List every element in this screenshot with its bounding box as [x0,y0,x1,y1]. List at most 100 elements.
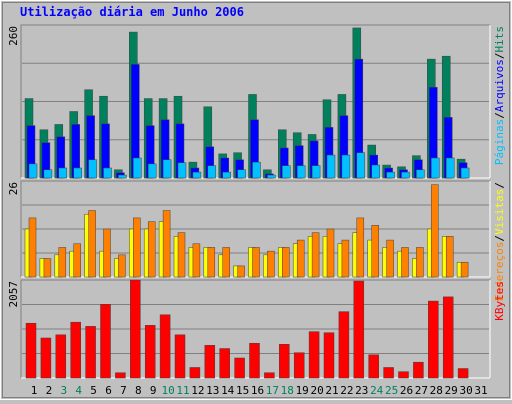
bar [162,159,172,179]
bar [58,247,67,278]
legend: KBytes [493,281,506,321]
bar [88,159,97,179]
bar [416,169,425,179]
x-tick-label: 17 [266,384,279,397]
bar [311,232,320,278]
bar [311,165,321,179]
x-tick-label: 13 [206,384,219,397]
bar [386,171,395,179]
bar [43,169,53,179]
x-tick-label: 11 [176,384,189,397]
legend-label: Hits [493,26,506,53]
bar [386,239,394,278]
x-tick-label: 5 [90,384,97,397]
bar [237,265,245,278]
legend-label: Arquivos [493,59,506,112]
bar [282,165,291,179]
bar [147,221,156,278]
bar [237,169,246,179]
x-tick-label: 3 [60,384,67,397]
x-tick-label: 31 [474,384,487,397]
bar [177,162,187,179]
chart-title: Utilização diária em Junho 2006 [20,5,244,19]
bar [204,345,216,379]
x-tick-label: 25 [385,384,398,397]
bar [341,154,351,179]
x-tick-label: 18 [281,384,294,397]
bar [457,368,469,379]
x-tick-label: 9 [150,384,157,397]
bar [118,174,127,179]
bar [192,171,202,179]
bar [174,334,186,379]
bar [416,247,424,278]
x-tick-label: 24 [370,384,384,397]
bar [308,331,320,379]
bar [296,165,306,179]
x-tick-label: 22 [340,384,353,397]
legend: Páginas/Arquivos/Hits [493,26,506,165]
y-tick-label: 2057 [7,281,20,308]
x-tick-label: 23 [355,384,368,397]
x-tick-label: 10 [161,384,174,397]
x-tick-label: 20 [310,384,323,397]
bar [28,217,37,278]
bar [341,239,350,278]
y-tick-label: 260 [7,26,20,46]
bar [144,325,156,379]
bar [445,157,455,179]
x-tick-label: 4 [75,384,82,397]
bar [428,300,439,379]
legend-separator: / [493,112,506,119]
bar [207,247,216,278]
bar [40,337,52,379]
legend-separator: / [493,235,506,242]
bar [189,367,201,379]
x-tick-label: 14 [221,384,235,397]
bar [100,303,111,379]
bar [356,217,365,278]
legend-label: Endereços [493,242,506,302]
legend: Endereços/Visitas/ [493,182,506,301]
bar [55,334,67,379]
bar [323,332,335,379]
x-tick-label: 6 [105,384,112,397]
bar [70,321,81,379]
x-tick-label: 30 [459,384,472,397]
bar [460,167,470,179]
bar [177,232,186,278]
bar [252,161,261,179]
bar [219,348,230,379]
bar [353,280,365,379]
bar [58,167,68,179]
bar [103,167,112,179]
bar [431,184,439,278]
bar [103,228,111,278]
frame-inner [2,2,510,398]
bar [133,217,141,278]
bar [401,247,409,278]
bar [192,243,201,278]
x-tick-label: 7 [120,384,127,397]
y-tick-label: 26 [7,182,20,195]
bar [445,236,454,278]
x-tick-label: 2 [46,384,53,397]
bar [130,279,141,379]
bar [234,357,245,379]
x-tick-label: 8 [135,384,142,397]
x-tick-label: 15 [236,384,249,397]
bar [28,163,38,179]
bar [222,171,231,179]
bar [85,326,96,379]
bar [398,371,409,379]
bar [88,210,96,278]
bar [162,210,171,278]
bar [442,296,454,379]
bar [356,152,366,179]
bar [252,247,260,278]
bar [264,372,275,379]
x-tick-label: 19 [296,384,309,397]
legend-label: Páginas [493,119,506,165]
bar [25,322,37,379]
bar [267,174,276,179]
